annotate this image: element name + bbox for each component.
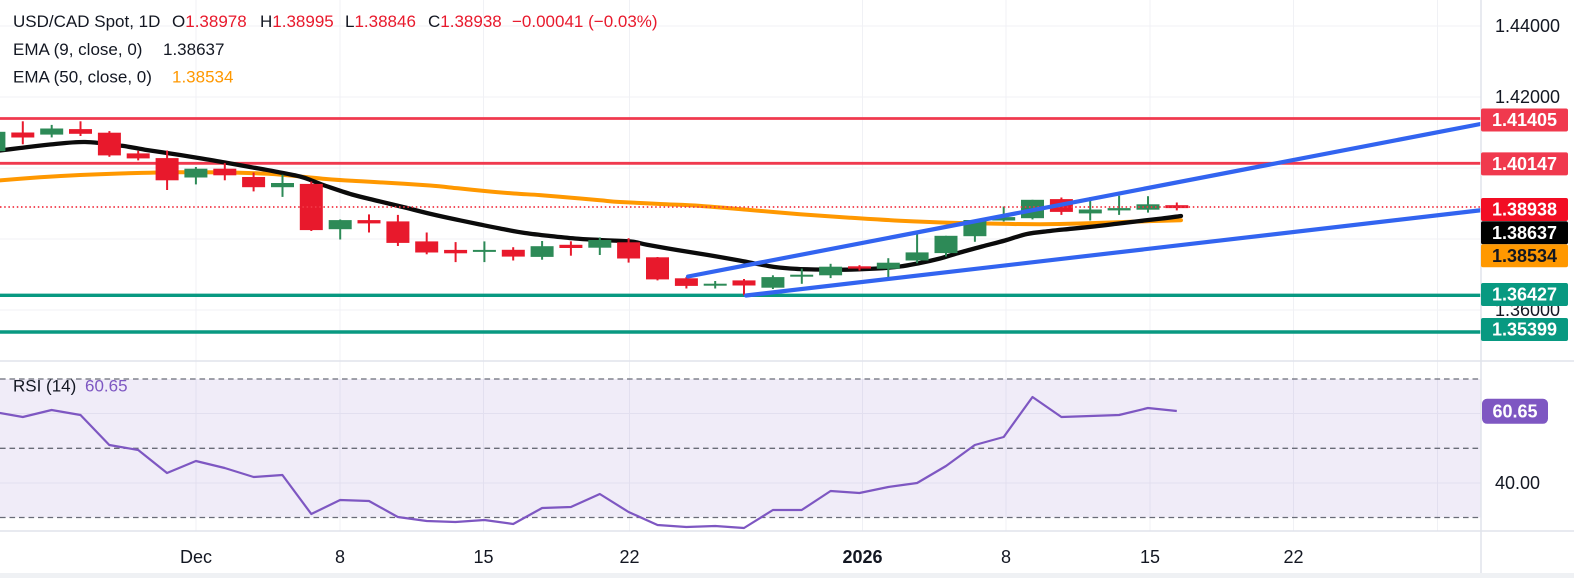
svg-text:15: 15 (1140, 547, 1160, 567)
svg-text:1.42000: 1.42000 (1495, 87, 1560, 107)
svg-text:RSI (14): RSI (14) (13, 377, 76, 396)
svg-text:H1.38995: H1.38995 (260, 12, 334, 31)
svg-text:1.44000: 1.44000 (1495, 16, 1560, 36)
svg-text:1.38637: 1.38637 (163, 40, 224, 59)
svg-text:−0.00041 (−0.03%): −0.00041 (−0.03%) (512, 12, 658, 31)
svg-text:1.38534: 1.38534 (172, 68, 233, 87)
svg-text:1.38637: 1.38637 (1492, 223, 1557, 243)
svg-text:1.40147: 1.40147 (1492, 154, 1557, 174)
svg-text:8: 8 (1001, 547, 1011, 567)
svg-text:1.38938: 1.38938 (1492, 200, 1557, 220)
svg-text:60.65: 60.65 (1492, 401, 1537, 421)
svg-text:EMA (9, close, 0): EMA (9, close, 0) (13, 40, 142, 59)
svg-text:40.00: 40.00 (1495, 473, 1540, 493)
svg-text:C1.38938: C1.38938 (428, 12, 502, 31)
svg-text:Dec: Dec (180, 547, 212, 567)
svg-text:1.38534: 1.38534 (1492, 246, 1557, 266)
svg-text:O1.38978: O1.38978 (172, 12, 247, 31)
svg-text:22: 22 (1283, 547, 1303, 567)
svg-text:8: 8 (335, 547, 345, 567)
svg-text:EMA (50, close, 0): EMA (50, close, 0) (13, 68, 152, 87)
svg-text:USD/CAD Spot, 1D: USD/CAD Spot, 1D (13, 12, 160, 31)
svg-text:L1.38846: L1.38846 (345, 12, 416, 31)
svg-text:15: 15 (473, 547, 493, 567)
svg-text:22: 22 (619, 547, 639, 567)
svg-text:1.41405: 1.41405 (1492, 110, 1557, 130)
svg-text:2026: 2026 (842, 547, 882, 567)
svg-text:1.36427: 1.36427 (1492, 285, 1557, 305)
svg-text:1.35399: 1.35399 (1492, 320, 1557, 340)
svg-text:60.65: 60.65 (85, 377, 128, 396)
